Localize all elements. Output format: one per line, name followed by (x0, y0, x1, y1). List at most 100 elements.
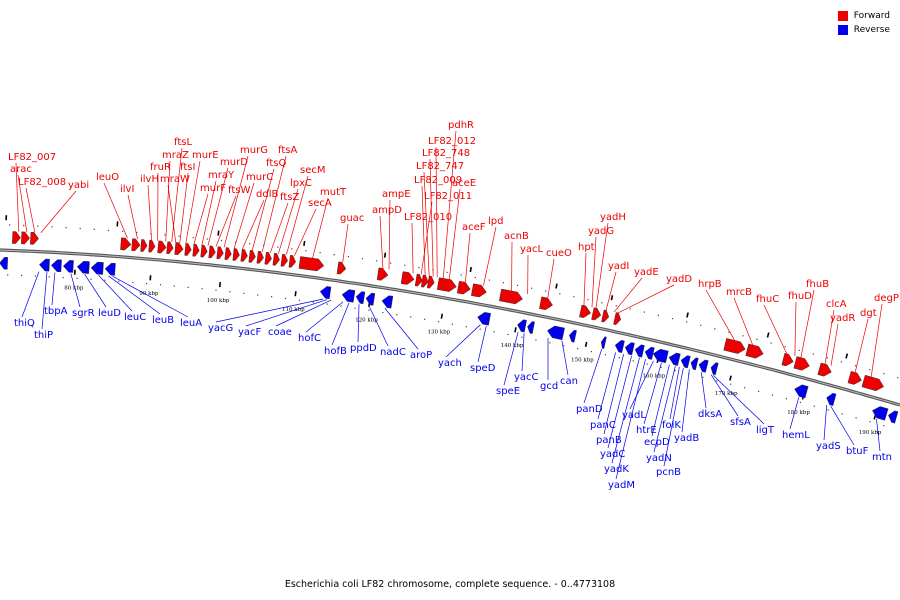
reverse-leader-line (651, 364, 670, 437)
reverse-leader-line (561, 340, 569, 376)
reverse-leader-line (615, 359, 646, 480)
guide-dot (657, 314, 659, 316)
forward-gene-arrow (166, 241, 174, 255)
forward-gene-label: yadG (588, 226, 614, 237)
guide-dot (686, 321, 688, 323)
forward-leader-line (830, 323, 839, 366)
guide-dot (23, 224, 25, 227)
forward-leader-line (17, 174, 28, 233)
guide-dot (390, 262, 392, 264)
guide-dot (883, 373, 885, 375)
guide-dot (841, 413, 843, 415)
reverse-gene-arrow (39, 258, 50, 272)
reverse-leader-line (521, 333, 525, 372)
reverse-gene-arrow (527, 321, 535, 334)
forward-leader-line (442, 130, 457, 279)
forward-gene-label: ftsI (180, 162, 195, 173)
forward-gene-arrow (280, 253, 288, 267)
reverse-gene-arrow (90, 261, 104, 275)
forward-gene-label: yacL (520, 244, 544, 255)
forward-gene-label: fhuB (806, 279, 829, 290)
forward-leader-line (583, 252, 587, 306)
forward-gene-label: LF82_010 (404, 212, 452, 223)
guide-dot (340, 305, 342, 307)
forward-gene-arrow (240, 249, 248, 262)
forward-gene-arrow (120, 237, 132, 251)
reverse-gene-label: yadB (674, 433, 699, 444)
reverse-gene-arrow (104, 262, 116, 276)
reverse-leader-line (583, 349, 603, 404)
guide-dot (118, 280, 120, 282)
reverse-gene-label: thiP (34, 330, 53, 341)
guide-dot (284, 297, 287, 300)
forward-gene-label: murD (220, 157, 248, 168)
reverse-leader-line (607, 355, 632, 449)
forward-gene-arrow (184, 243, 192, 256)
guide-dot (437, 321, 440, 323)
reverse-gene-label: htrE (636, 425, 657, 436)
forward-gene-label: dgt (860, 308, 877, 319)
forward-gene-arrow (793, 356, 810, 371)
guide-dot (660, 366, 662, 368)
forward-gene-arrow (336, 261, 347, 275)
reverse-gene-arrow (547, 325, 565, 341)
guide-dot (424, 318, 426, 320)
forward-gene-label: yadR (830, 313, 855, 324)
reverse-gene-arrow (0, 256, 8, 270)
forward-leader-line (215, 195, 237, 247)
forward-leader-line (617, 284, 675, 314)
reverse-gene-arrow (517, 319, 527, 333)
guide-dot (122, 230, 124, 232)
tick-label: 130 kbp (427, 329, 450, 335)
forward-gene-label: murC (246, 172, 273, 183)
guide-dot (376, 260, 378, 262)
forward-gene-label: murE (192, 150, 219, 161)
guide-dot (277, 246, 279, 248)
guide-dot (531, 287, 533, 289)
guide-dot (396, 314, 398, 316)
forward-swatch (837, 11, 848, 21)
tick-mark (555, 283, 558, 289)
tick-label: 110 kbp (282, 307, 305, 313)
forward-leader-line (411, 222, 414, 274)
forward-gene-arrow (579, 304, 592, 318)
guide-dot (716, 380, 718, 382)
tick-mark (303, 240, 306, 246)
forward-leader-line (312, 197, 329, 259)
guide-dot (869, 421, 871, 423)
reverse-gene-label: leuB (152, 315, 174, 326)
forward-gene-label: yadD (666, 274, 692, 285)
tick-mark (610, 295, 614, 301)
reverse-leader-line (603, 354, 624, 435)
forward-gene-arrow (414, 273, 423, 287)
reverse-leader-line (681, 369, 690, 433)
forward-gene-label: murF (200, 183, 226, 194)
reverse-gene-label: panB (596, 435, 622, 446)
reverse-gene-arrow (62, 260, 74, 273)
forward-leader-line (15, 162, 20, 232)
reverse-gene-label: thiQ (14, 318, 35, 329)
forward-leader-line (261, 155, 287, 252)
forward-gene-arrow (376, 267, 389, 281)
guide-dot (730, 383, 732, 385)
guide-dot (474, 276, 476, 279)
forward-gene-arrow (426, 275, 435, 289)
forward-gene-label: mrcB (726, 287, 752, 298)
reverse-gene-label: panD (576, 404, 603, 415)
reverse-gene-label: yadL (622, 410, 646, 421)
guide-dot (465, 326, 467, 328)
guide-dot (643, 311, 645, 313)
forward-leader-line (201, 180, 217, 246)
reverse-gene-label: mtn (872, 452, 892, 463)
forward-leader-line (854, 318, 869, 373)
guide-dot (150, 233, 152, 235)
forward-leader-line (388, 199, 391, 270)
reverse-gene-label: leuD (98, 308, 121, 319)
forward-gene-label: ftsZ (280, 192, 299, 203)
reverse-gene-arrow (826, 392, 837, 407)
reverse-leader-line (712, 375, 765, 425)
forward-gene-label: LF82_007 (8, 152, 56, 163)
guide-dot (646, 363, 648, 365)
kbp-ticks: 80 kbp 90 kbp 100 kbp 110 kbp 120 kbp 130 kbp… (5, 215, 899, 436)
